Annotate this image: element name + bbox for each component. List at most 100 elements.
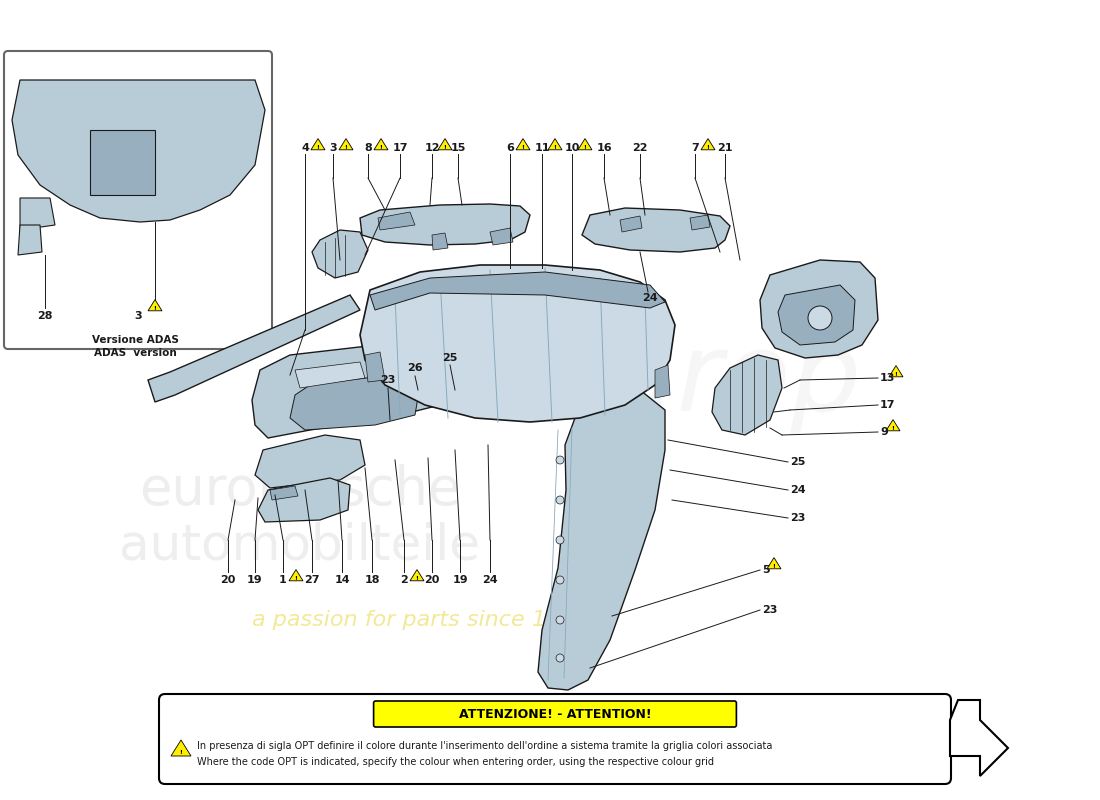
Text: ATTENZIONE! - ATTENTION!: ATTENZIONE! - ATTENTION! [459, 707, 651, 721]
Text: 13: 13 [880, 373, 895, 383]
Polygon shape [778, 285, 855, 345]
Text: !: ! [706, 146, 710, 150]
Circle shape [556, 654, 564, 662]
Text: !: ! [154, 306, 156, 311]
Polygon shape [578, 138, 592, 150]
Polygon shape [148, 300, 162, 310]
Text: 2: 2 [400, 575, 408, 585]
Text: 14: 14 [334, 575, 350, 585]
Text: 6: 6 [506, 143, 514, 153]
Text: 23: 23 [381, 375, 396, 385]
Polygon shape [295, 362, 365, 388]
Text: 19: 19 [248, 575, 263, 585]
FancyBboxPatch shape [374, 701, 736, 727]
Polygon shape [760, 260, 878, 358]
Polygon shape [360, 204, 530, 245]
Text: 25: 25 [790, 457, 805, 467]
Text: 22: 22 [632, 143, 648, 153]
Polygon shape [312, 230, 368, 278]
Circle shape [556, 576, 564, 584]
Text: 17: 17 [393, 143, 408, 153]
Text: !: ! [443, 146, 447, 150]
Text: 8: 8 [364, 143, 372, 153]
Polygon shape [490, 228, 513, 245]
Text: 5: 5 [762, 565, 770, 575]
Polygon shape [289, 570, 302, 581]
Text: 18: 18 [364, 575, 380, 585]
Polygon shape [148, 295, 360, 402]
Text: 26: 26 [407, 363, 422, 373]
Polygon shape [255, 435, 365, 488]
Text: !: ! [295, 576, 297, 581]
Polygon shape [270, 486, 298, 500]
Polygon shape [374, 138, 388, 150]
Text: 10: 10 [564, 143, 580, 153]
Polygon shape [548, 138, 562, 150]
Text: !: ! [584, 146, 586, 150]
Text: 3: 3 [134, 311, 142, 321]
Polygon shape [339, 138, 353, 150]
Polygon shape [370, 272, 666, 310]
Text: 7: 7 [691, 143, 698, 153]
Polygon shape [620, 216, 642, 232]
Polygon shape [886, 419, 900, 430]
Text: 23: 23 [790, 513, 805, 523]
Circle shape [556, 536, 564, 544]
Polygon shape [378, 212, 415, 230]
Text: !: ! [416, 576, 418, 581]
Text: a passion for parts since 1985: a passion for parts since 1985 [252, 610, 589, 630]
Text: !: ! [344, 146, 348, 150]
Text: In presenza di sigla OPT definire il colore durante l'inserimento dell'ordine a : In presenza di sigla OPT definire il col… [197, 741, 772, 751]
Polygon shape [360, 265, 675, 422]
Text: !: ! [179, 750, 183, 755]
Text: 19: 19 [452, 575, 468, 585]
Text: !: ! [317, 146, 319, 150]
Polygon shape [311, 138, 324, 150]
Text: europ: europ [539, 326, 861, 434]
Text: !: ! [772, 564, 775, 570]
Text: 21: 21 [717, 143, 733, 153]
Text: 25: 25 [442, 353, 458, 363]
Text: 24: 24 [482, 575, 498, 585]
Polygon shape [767, 558, 781, 569]
Polygon shape [950, 700, 1008, 776]
Text: 9: 9 [880, 427, 888, 437]
Polygon shape [290, 375, 420, 430]
Polygon shape [90, 130, 155, 195]
Text: Versione ADAS: Versione ADAS [91, 335, 178, 345]
FancyBboxPatch shape [160, 694, 952, 784]
Text: !: ! [379, 146, 383, 150]
Polygon shape [889, 366, 903, 377]
Text: 20: 20 [220, 575, 235, 585]
Text: 17: 17 [880, 400, 895, 410]
Circle shape [556, 616, 564, 624]
Circle shape [556, 456, 564, 464]
Text: !: ! [521, 146, 525, 150]
Polygon shape [432, 233, 448, 250]
Polygon shape [438, 138, 452, 150]
Text: 11: 11 [535, 143, 550, 153]
FancyBboxPatch shape [4, 51, 272, 349]
Text: 20: 20 [425, 575, 440, 585]
Polygon shape [252, 340, 465, 438]
Text: 15: 15 [450, 143, 465, 153]
Circle shape [556, 496, 564, 504]
Polygon shape [18, 225, 42, 255]
Polygon shape [690, 215, 710, 230]
Text: !: ! [553, 146, 557, 150]
Polygon shape [712, 355, 782, 435]
Text: automobilteile: automobilteile [120, 521, 481, 569]
Polygon shape [582, 208, 730, 252]
Polygon shape [365, 352, 385, 382]
Text: Where the code OPT is indicated, specify the colour when entering order, using t: Where the code OPT is indicated, specify… [197, 757, 714, 767]
Text: 3: 3 [329, 143, 337, 153]
Polygon shape [654, 365, 670, 398]
Polygon shape [410, 570, 424, 581]
Polygon shape [516, 138, 530, 150]
Text: !: ! [894, 372, 898, 378]
Polygon shape [701, 138, 715, 150]
Text: 1: 1 [279, 575, 287, 585]
Polygon shape [20, 198, 55, 230]
Text: 23: 23 [762, 605, 778, 615]
Circle shape [808, 306, 832, 330]
